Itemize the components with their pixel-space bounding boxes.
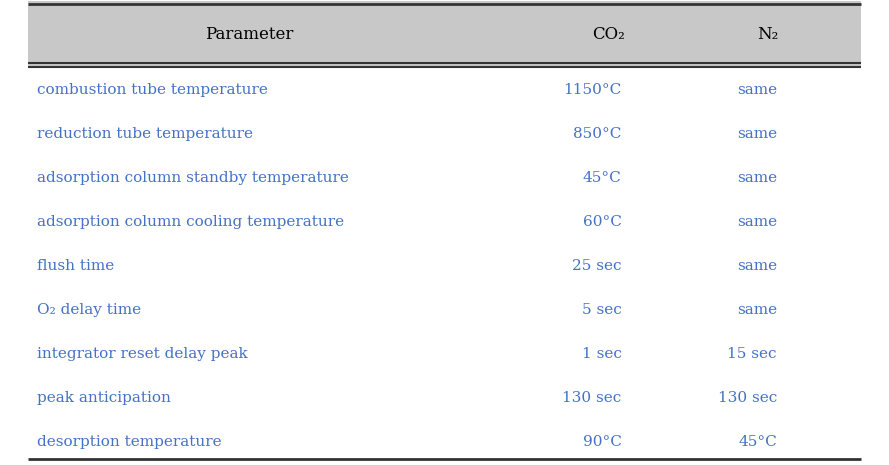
Text: same: same — [737, 83, 777, 97]
Text: 25 sec: 25 sec — [573, 259, 621, 273]
Text: same: same — [737, 127, 777, 141]
Text: N₂: N₂ — [757, 27, 779, 43]
Text: 1150°C: 1150°C — [564, 83, 621, 97]
Text: 850°C: 850°C — [573, 127, 621, 141]
Text: 90°C: 90°C — [583, 435, 621, 449]
Text: same: same — [737, 303, 777, 317]
Text: same: same — [737, 171, 777, 185]
FancyBboxPatch shape — [28, 1, 861, 68]
Text: peak anticipation: peak anticipation — [36, 391, 171, 405]
Text: same: same — [737, 215, 777, 229]
Text: 1 sec: 1 sec — [582, 347, 621, 361]
Text: same: same — [737, 259, 777, 273]
Text: adsorption column standby temperature: adsorption column standby temperature — [36, 171, 348, 185]
Text: 45°C: 45°C — [738, 435, 777, 449]
Text: 130 sec: 130 sec — [717, 391, 777, 405]
Text: 5 sec: 5 sec — [582, 303, 621, 317]
Text: O₂ delay time: O₂ delay time — [36, 303, 141, 317]
Text: 15 sec: 15 sec — [727, 347, 777, 361]
Text: combustion tube temperature: combustion tube temperature — [36, 83, 268, 97]
Text: flush time: flush time — [36, 259, 114, 273]
Text: reduction tube temperature: reduction tube temperature — [36, 127, 252, 141]
Text: Parameter: Parameter — [205, 27, 293, 43]
Text: integrator reset delay peak: integrator reset delay peak — [36, 347, 248, 361]
Text: desorption temperature: desorption temperature — [36, 435, 221, 449]
Text: 60°C: 60°C — [583, 215, 621, 229]
Text: adsorption column cooling temperature: adsorption column cooling temperature — [36, 215, 344, 229]
Text: CO₂: CO₂ — [592, 27, 625, 43]
Text: 45°C: 45°C — [583, 171, 621, 185]
Text: 130 sec: 130 sec — [563, 391, 621, 405]
